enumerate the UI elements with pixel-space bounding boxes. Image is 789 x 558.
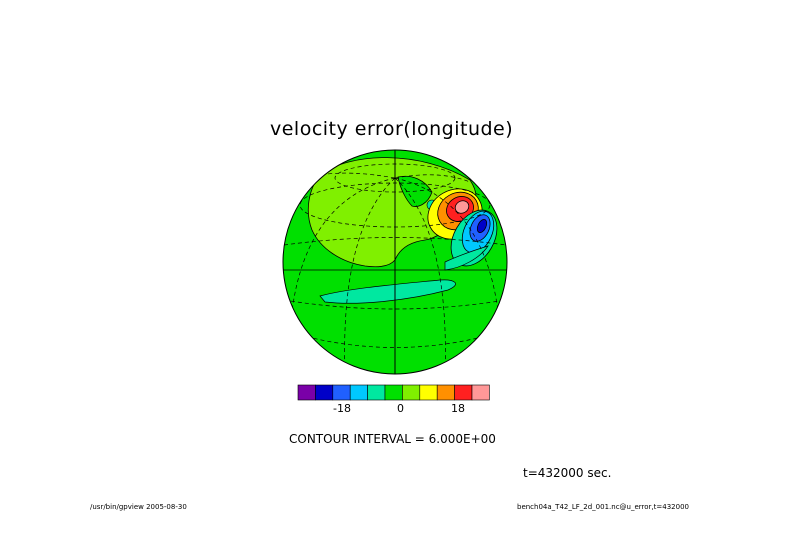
colorbar-tick-0: 0: [397, 402, 404, 415]
colorbar-swatch: [315, 384, 334, 401]
colorbar-tick-18: 18: [451, 402, 465, 415]
colorbar-swatch: [367, 384, 386, 401]
trailing-band-east: [444, 245, 489, 271]
footer-left: /usr/bin/gpview 2005-08-30: [90, 503, 187, 511]
colorbar-swatch: [436, 384, 455, 401]
light-region: [307, 157, 477, 268]
colorbar-swatch: [471, 384, 490, 401]
globe-field: [283, 150, 507, 374]
colorbar-swatch: [454, 384, 473, 401]
contour-interval-label: CONTOUR INTERVAL = 6.000E+00: [289, 432, 496, 446]
colorbar-swatch: [402, 384, 421, 401]
colorbar-tick-neg18: -18: [333, 402, 351, 415]
colorbar-swatch: [332, 384, 351, 401]
time-label: t=432000 sec.: [523, 466, 612, 480]
colorbar-swatch: [384, 384, 403, 401]
colorbar-swatch: [349, 384, 368, 401]
negative-anomaly-core: [476, 219, 488, 233]
footer-right: bench04a_T42_LF_2d_001.nc@u_error,t=4320…: [517, 503, 689, 511]
positive-anomaly-peak: [454, 200, 470, 214]
globe-outline: [282, 149, 508, 375]
colorbar: [297, 384, 490, 401]
southern-band: [319, 279, 456, 304]
colorbar-swatch: [419, 384, 438, 401]
colorbar-swatch: [297, 384, 316, 401]
plot-title: velocity error(longitude): [270, 118, 514, 140]
graticule: [283, 163, 507, 374]
